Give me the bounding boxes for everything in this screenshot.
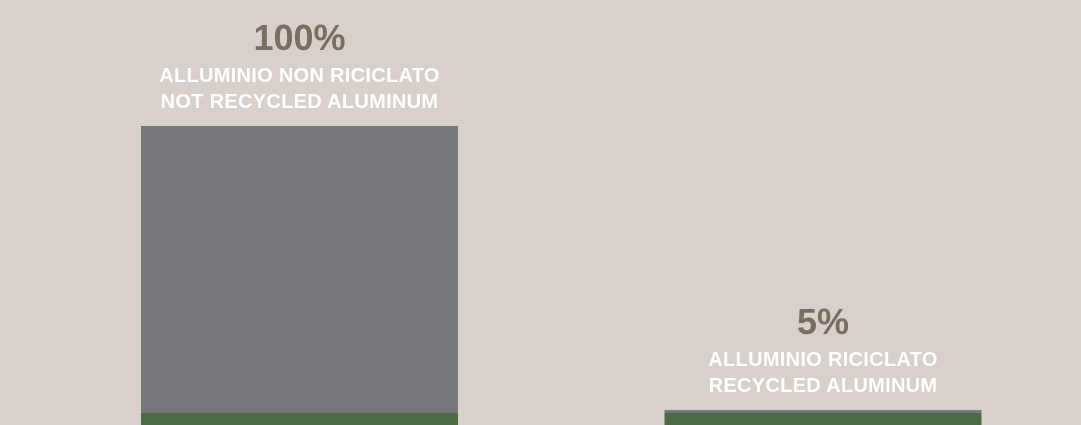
value-label-1: 5% — [797, 301, 849, 342]
bar-base-1 — [664, 413, 982, 425]
value-label-0: 100% — [253, 17, 345, 58]
bar-base-0 — [141, 413, 458, 425]
bar-0 — [141, 126, 458, 413]
category-label-1-line-0: ALLUMINIO RICICLATO — [708, 349, 937, 371]
category-label-0-line-0: ALLUMINIO NON RICICLATO — [159, 65, 440, 87]
category-label-0-line-1: NOT RECYCLED ALUMINUM — [161, 91, 439, 113]
category-label-1-line-1: RECYCLED ALUMINUM — [709, 375, 938, 397]
bar-1 — [664, 410, 982, 413]
